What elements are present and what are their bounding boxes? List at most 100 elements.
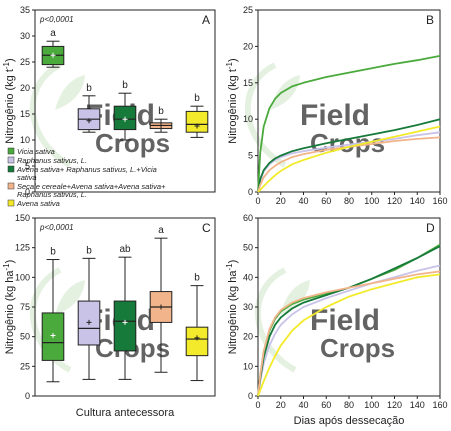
x-tick-label: 140 (410, 400, 425, 410)
x-tick-label: 60 (321, 196, 331, 206)
x-tick-label: 0 (255, 196, 260, 206)
box-mean-marker (50, 52, 56, 58)
p-value-annotation: p<0,0001 (39, 223, 74, 232)
y-tick-label: 10 (20, 135, 30, 145)
y-tick-label: 20 (20, 83, 30, 93)
significance-letter: a (50, 28, 56, 39)
x-tick-label: 20 (276, 196, 286, 206)
x-axis-label: Dias após dessecação (294, 415, 405, 427)
y-axis-label: Nitrogênio (kg ha-1) (225, 260, 239, 355)
x-tick-label: 20 (276, 400, 286, 410)
box-mean-marker (194, 123, 200, 129)
panel-a: 0 5 10 15 20 25 30 35 Nitrogênio (kg t-1) p<0,000… (2, 5, 216, 208)
box-mean-marker (158, 122, 164, 128)
y-tick-label: 20 (243, 41, 253, 51)
y-tick-label: 20 (243, 332, 253, 342)
legend-label: Raphanus sativus, L. (17, 156, 87, 165)
y-tick-label: 50 (243, 243, 253, 253)
series-line (257, 125, 441, 193)
watermark-text: Crops (320, 333, 395, 363)
panel-d: 0 10 20 30 40 50 60 0 20 40 60 80 100 120 140 160 Nitrog… (225, 213, 448, 427)
legend-swatch (7, 147, 15, 155)
watermark-swoosh (244, 62, 287, 168)
legend-label: Vicia sativa (17, 147, 55, 156)
p-value-annotation: p<0,0001 (39, 15, 74, 24)
series-line (257, 264, 441, 397)
panel-letter: A (202, 13, 210, 27)
watermark-text: Crops (95, 128, 170, 158)
legend-label: sativa (17, 173, 37, 182)
x-tick-label: 80 (344, 196, 354, 206)
y-tick-label: 25 (20, 57, 30, 67)
legend-label: Avena sativa (16, 199, 60, 208)
x-tick-label: 120 (387, 196, 402, 206)
x-tick-label: 160 (432, 196, 447, 206)
box-body (185, 326, 209, 357)
y-tick-label: 35 (20, 5, 30, 15)
x-tick-label: 160 (432, 400, 447, 410)
y-tick-label: 0 (248, 391, 253, 401)
x-tick-label: 100 (364, 400, 379, 410)
y-tick-label: 25 (20, 361, 30, 371)
y-axis-label: Nitrogênio (kg ha-1) (2, 260, 16, 355)
significance-letter: b (122, 80, 128, 91)
watermark-leaf (270, 75, 300, 110)
series-line (257, 273, 441, 397)
x-tick-label: 60 (321, 400, 331, 410)
series-line (257, 245, 441, 397)
box-body (113, 300, 137, 352)
legend-swatch (7, 199, 15, 207)
significance-letter: a (158, 225, 164, 236)
legend-label: Raphanus sativus, L. (17, 190, 87, 199)
legend-swatch (7, 156, 15, 164)
watermark-leaf (55, 75, 85, 110)
y-tick-label: 30 (243, 302, 253, 312)
box-mean-marker (194, 335, 200, 341)
y-tick-label: 25 (243, 5, 253, 15)
watermark-swoosh (29, 62, 72, 168)
significance-letter: b (50, 247, 56, 258)
box-mean-marker (158, 304, 164, 310)
box-mean-marker (122, 116, 128, 122)
y-tick-label: 0 (248, 187, 253, 197)
significance-letter: b (86, 245, 92, 256)
y-tick-label: 75 (20, 302, 30, 312)
legend-label: Secale cereale+Avena sativa+Avena sativa… (17, 182, 166, 191)
watermark-text: Field (300, 99, 370, 132)
box-mean-marker (86, 319, 92, 325)
x-tick-label: 140 (410, 196, 425, 206)
y-tick-label: 0 (25, 187, 30, 197)
series-line (257, 136, 441, 193)
plot-frame (34, 9, 216, 193)
series-line (257, 118, 441, 193)
box-mean-marker (86, 118, 92, 124)
y-tick-label: 15 (20, 109, 30, 119)
y-axis-label: Nitrogênio (kg t-1) (2, 58, 16, 143)
x-tick-label: 40 (298, 196, 308, 206)
y-tick-label: 5 (25, 161, 30, 171)
panel-letter: B (426, 13, 434, 27)
y-tick-label: 125 (15, 243, 30, 253)
y-tick-label: 60 (243, 213, 253, 223)
series-line (257, 55, 441, 193)
panel-letter: D (426, 221, 435, 235)
significance-letter: b (86, 83, 92, 94)
x-tick-label: 80 (344, 400, 354, 410)
significance-letter: b (158, 106, 164, 117)
y-tick-label: 10 (243, 361, 253, 371)
panel-letter: C (202, 221, 211, 235)
panel-b: 0 5 10 15 20 25 0 20 40 60 80 100 120 140 160 Nitrogêni… (225, 5, 448, 206)
box-mean-marker (50, 332, 56, 338)
legend-swatch (7, 182, 15, 190)
y-tick-label: 30 (20, 31, 30, 41)
x-tick-label: 100 (364, 196, 379, 206)
panel-c: 0 25 50 75 100 125 150 Nitrogênio (kg ha-1) p<0,… (2, 213, 216, 419)
y-tick-label: 150 (15, 213, 30, 223)
y-tick-label: 100 (15, 272, 30, 282)
y-tick-label: 15 (243, 78, 253, 88)
y-tick-label: 10 (243, 114, 253, 124)
x-tick-label: 0 (255, 400, 260, 410)
series-line (257, 270, 441, 397)
y-axis-label: Nitrogênio (kg t-1) (225, 58, 239, 143)
significance-letter: b (194, 93, 200, 104)
